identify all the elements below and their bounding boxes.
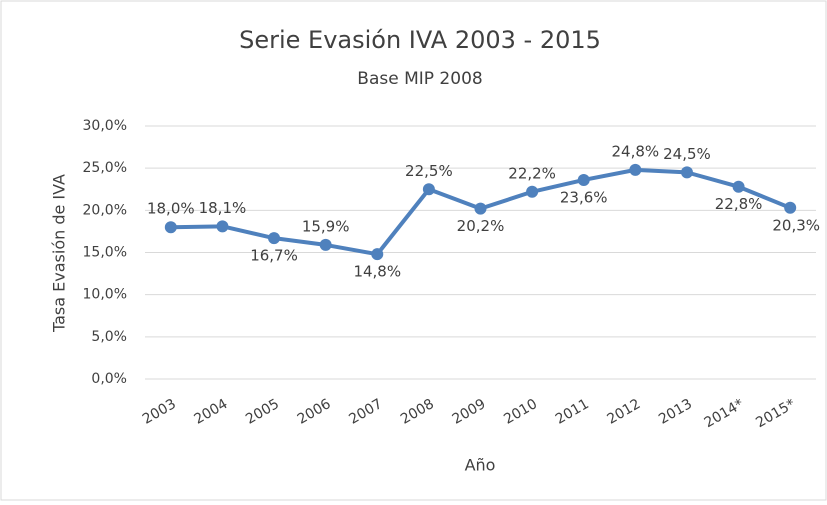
y-tick-label: 25,0% <box>83 160 127 176</box>
data-point <box>164 221 177 234</box>
data-label: 14,8% <box>353 263 401 281</box>
data-label: 18,1% <box>199 199 247 217</box>
data-point <box>216 220 229 233</box>
data-point <box>526 185 539 198</box>
data-point <box>732 180 745 193</box>
data-label: 16,7% <box>250 247 298 265</box>
data-point <box>680 166 693 179</box>
y-tick-label: 30,0% <box>83 118 127 134</box>
data-point <box>577 173 590 186</box>
x-axis-label: Año <box>465 456 496 475</box>
data-label: 18,0% <box>147 200 195 218</box>
data-label: 20,3% <box>772 216 820 234</box>
data-label: 24,8% <box>612 142 660 160</box>
data-label: 22,8% <box>715 195 763 213</box>
data-point <box>371 248 384 261</box>
y-axis-label: Tasa Evasión de IVA <box>50 174 69 333</box>
y-tick-label: 15,0% <box>83 245 127 261</box>
data-point <box>268 232 281 245</box>
data-label: 20,2% <box>457 217 505 235</box>
data-point <box>422 183 435 196</box>
chart-subtitle: Base MIP 2008 <box>357 69 482 89</box>
y-tick-label: 20,0% <box>83 202 127 218</box>
data-label: 24,5% <box>663 145 711 163</box>
data-label: 15,9% <box>302 217 350 235</box>
y-tick-label: 0,0% <box>91 371 127 387</box>
data-label: 23,6% <box>560 188 608 206</box>
data-point <box>474 202 487 215</box>
y-tick-label: 10,0% <box>83 287 127 303</box>
y-tick-label: 5,0% <box>91 329 127 345</box>
data-point <box>784 201 797 214</box>
data-label: 22,2% <box>508 164 556 182</box>
chart-title: Serie Evasión IVA 2003 - 2015 <box>239 26 601 54</box>
data-point <box>319 238 332 251</box>
data-label: 22,5% <box>405 162 453 180</box>
data-point <box>629 163 642 176</box>
